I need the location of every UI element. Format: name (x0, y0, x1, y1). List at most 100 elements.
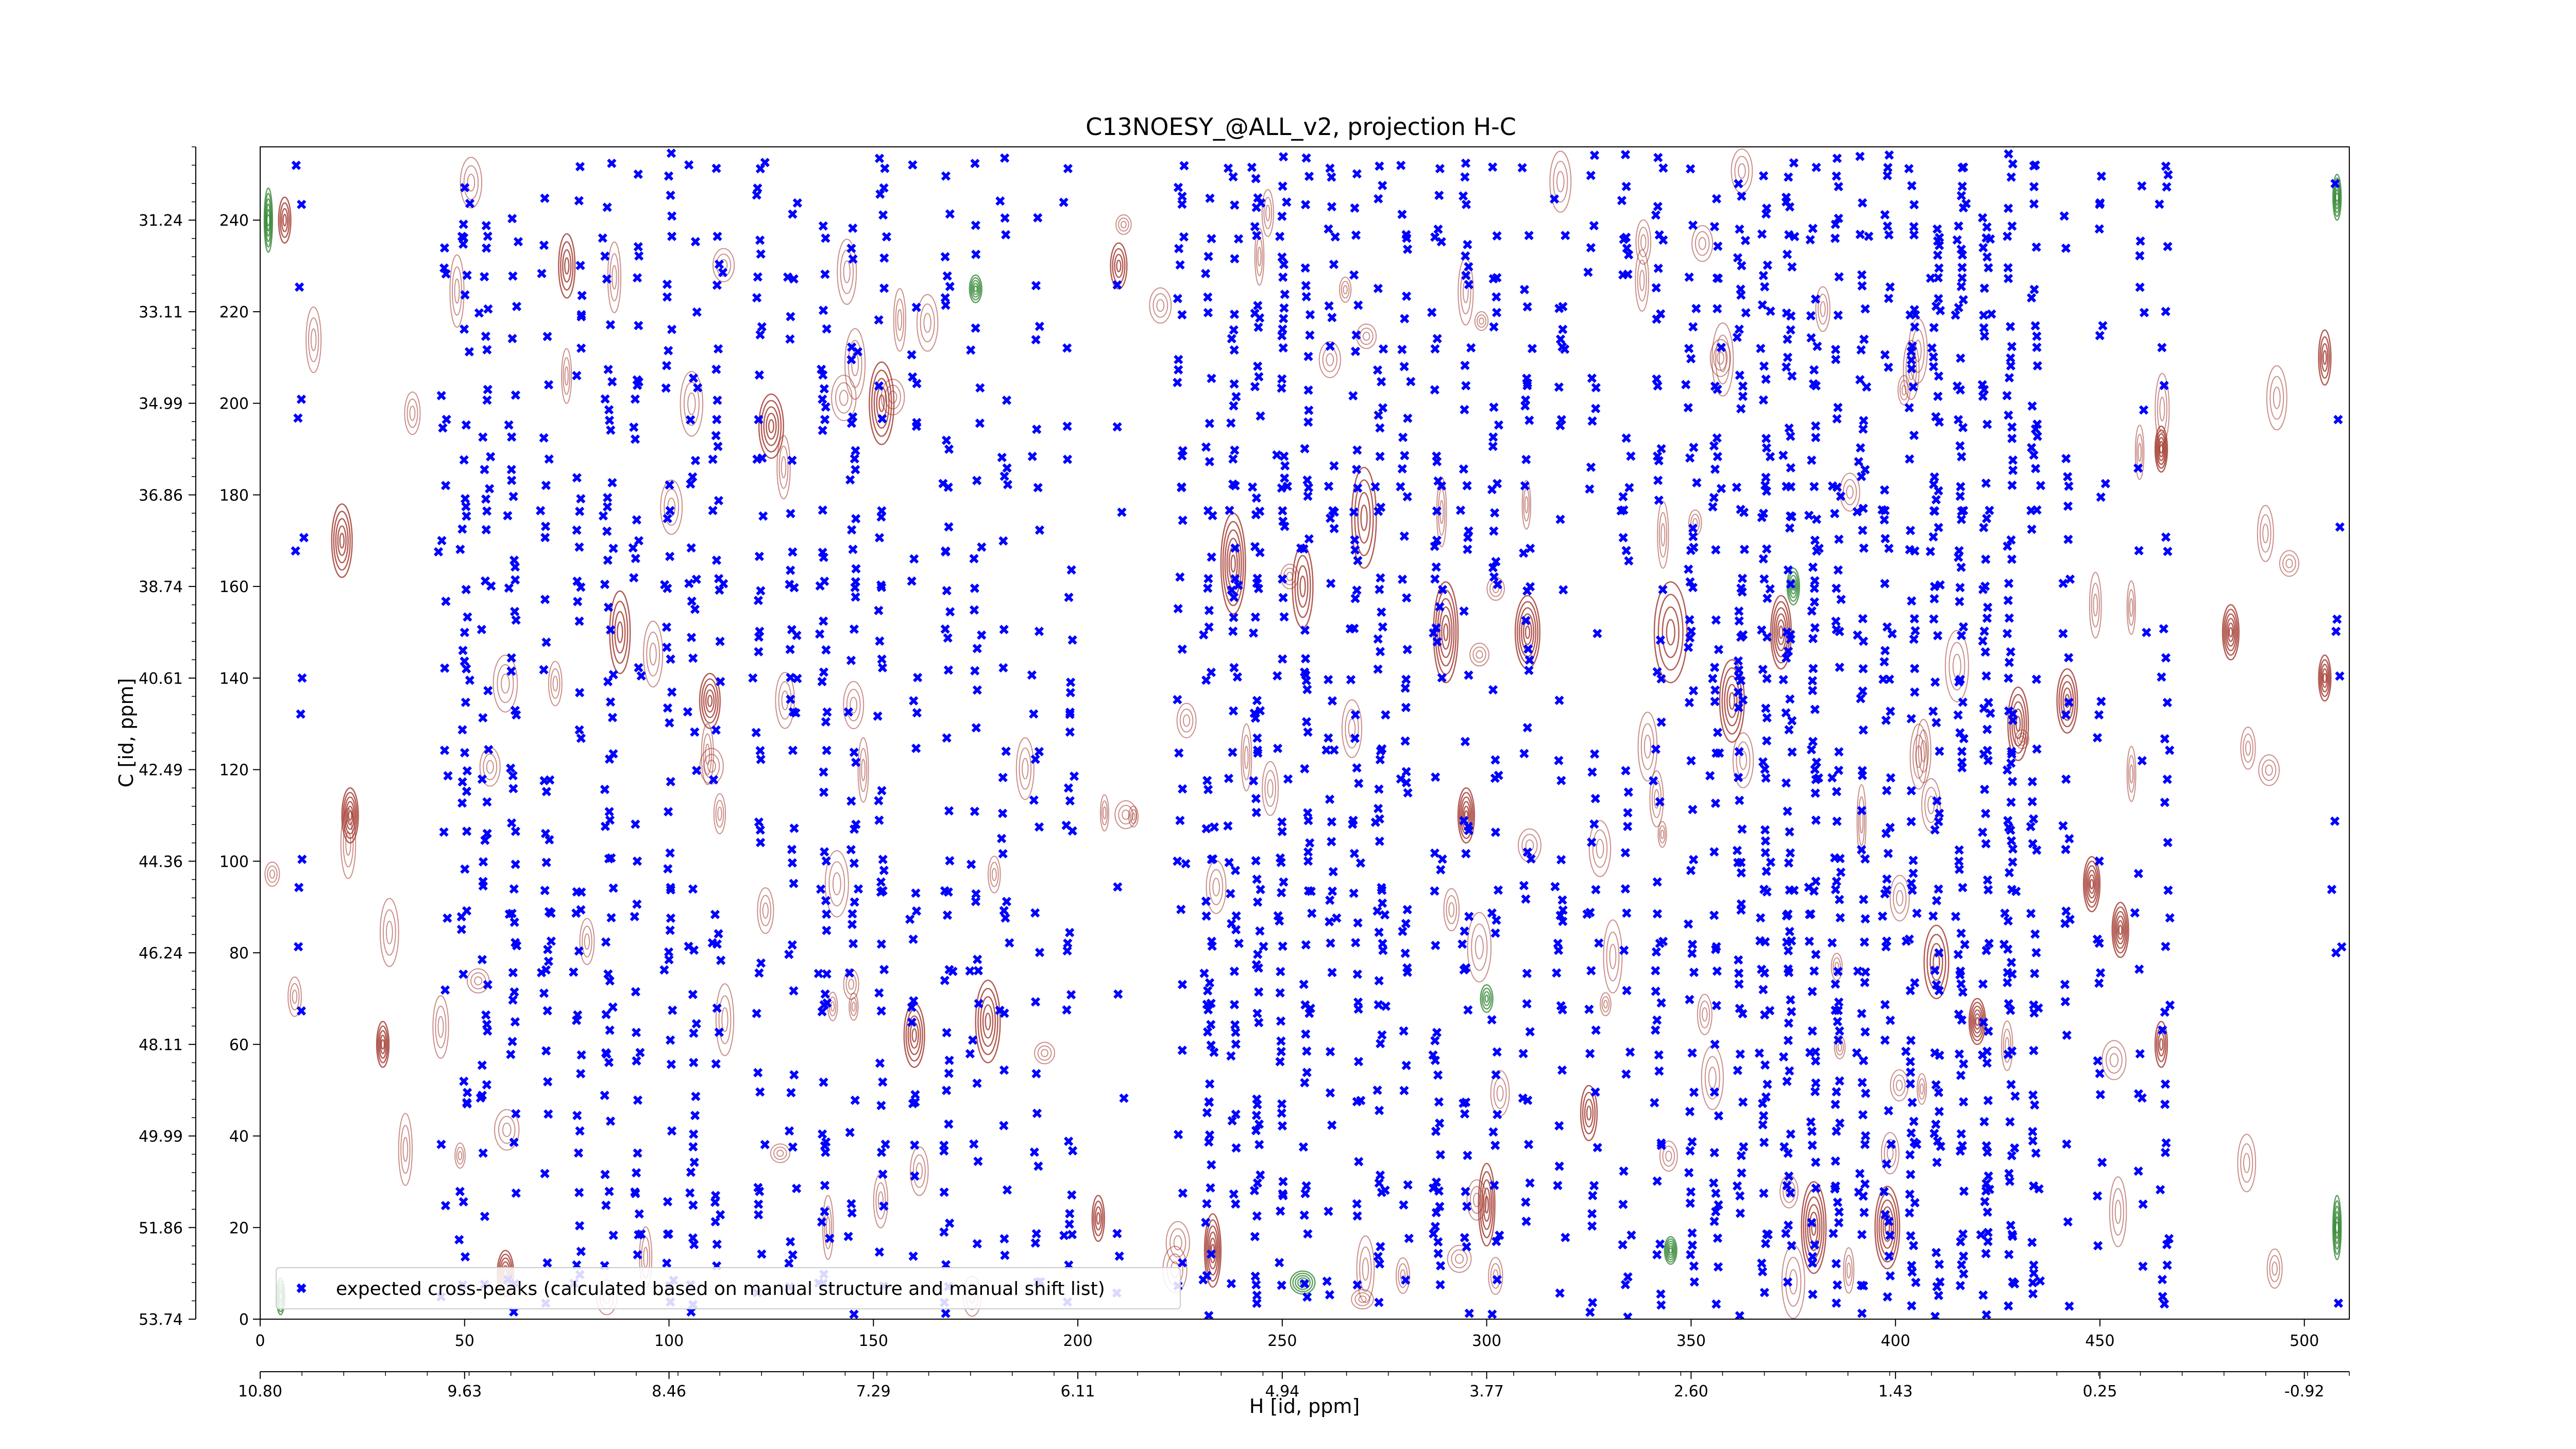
cross-peak-1429 (1491, 1070, 1501, 1080)
cross-peak-1456 (1493, 580, 1503, 589)
cross-peak-1316 (1398, 432, 1408, 442)
cross-peak-26 (443, 913, 452, 923)
cross-peak-1683 (1689, 1277, 1699, 1287)
cross-peak-217 (574, 725, 584, 735)
cross-peak-747 (971, 221, 980, 230)
cross-peak-460 (754, 817, 764, 827)
cross-peak-1840 (1760, 282, 1770, 292)
cross-peak-2097 (1860, 304, 1870, 314)
cross-peak-456 (754, 968, 764, 978)
cross-peak-2490 (2008, 777, 2018, 786)
cross-peak-30 (440, 481, 451, 491)
cross-peak-1279 (1380, 1185, 1390, 1195)
cross-peak-618 (874, 1247, 885, 1257)
cross-peak-418 (711, 1059, 721, 1069)
cross-peak-1087 (1278, 324, 1287, 334)
cross-peak-430 (713, 442, 723, 451)
cross-peak-1986 (1805, 909, 1815, 919)
cross-peak-2158 (1887, 629, 1897, 639)
cross-peak-1426 (1489, 1181, 1499, 1190)
cross-peak-1957 (1811, 757, 1822, 767)
cross-peak-2446 (2003, 816, 2013, 825)
cross-peak-1953 (1811, 815, 1821, 825)
x-id-tick-label-9: 450 (2085, 1332, 2114, 1350)
cross-peak-1034 (1251, 174, 1261, 183)
cross-peak-1190 (1327, 817, 1336, 827)
cross-peak-109 (476, 1093, 485, 1103)
cross-peak-1621 (1654, 495, 1664, 505)
cross-peak-258 (605, 697, 616, 707)
cross-peak-1825 (1762, 632, 1772, 642)
cross-peak-2603 (2137, 756, 2147, 766)
cross-peak-2105 (1853, 966, 1863, 976)
cross-peak-1489 (1518, 1093, 1528, 1103)
cross-peak-409 (692, 307, 702, 317)
cross-peak-1875 (1787, 1007, 1797, 1017)
cross-peak-1551 (1586, 243, 1596, 252)
cross-peak-561 (822, 324, 832, 334)
cross-peak-1129 (1301, 717, 1312, 727)
cross-peak-2387 (1984, 698, 1993, 707)
contour-faint-21 (2126, 580, 2136, 635)
cross-peak-1126 (1303, 808, 1313, 818)
cross-peak-1561 (1592, 629, 1602, 638)
cross-peak-497 (789, 879, 799, 888)
cross-peak-503 (786, 672, 795, 682)
cross-peak-2263 (1934, 263, 1944, 273)
cross-peak-925 (1202, 1000, 1212, 1009)
cross-peak-345 (663, 703, 673, 713)
cross-peak-1367 (1435, 164, 1445, 174)
cross-peak-1086 (1277, 331, 1287, 341)
cross-peak-1490 (1518, 1049, 1528, 1058)
cross-peak-931 (1202, 776, 1212, 785)
contour-faint-19 (1176, 703, 1197, 738)
cross-peak-2014 (1834, 997, 1844, 1007)
cross-peak-1076 (1278, 574, 1287, 584)
cross-peak-1208 (1349, 888, 1359, 898)
cross-peak-861 (1174, 748, 1184, 758)
cross-peak-2649 (2157, 343, 2167, 352)
cross-peak-436 (714, 259, 724, 269)
cross-peak-285 (605, 625, 616, 635)
cross-peak-1394 (1460, 736, 1470, 747)
cross-peak-425 (715, 636, 725, 646)
cross-peak-760 (999, 1065, 1009, 1075)
cross-peak-1390 (1460, 926, 1469, 936)
cross-peak-1234 (1346, 675, 1356, 685)
cross-peak-2423 (1985, 234, 1995, 244)
contour-positive-32 (2082, 856, 2101, 913)
y-id-tick-label-1: 20 (229, 1219, 249, 1237)
cross-peak-997 (1255, 1140, 1264, 1150)
cross-peak-2029 (1833, 565, 1843, 575)
cross-peak-2316 (1956, 562, 1966, 572)
cross-peak-2345 (1957, 747, 1967, 756)
cross-peak-1445 (1488, 432, 1498, 442)
cross-peak-1172 (1324, 733, 1333, 743)
cross-peak-1017 (1250, 612, 1260, 622)
cross-peak-180 (541, 786, 551, 797)
contour-faint-27 (893, 288, 907, 352)
cross-peak-404 (683, 707, 692, 717)
cross-peak-860 (1178, 784, 1188, 794)
cross-peak-1801 (1760, 1239, 1771, 1249)
cross-peak-333 (667, 1126, 677, 1136)
cross-peak-2042 (1832, 171, 1841, 181)
cross-peak-1047 (1255, 548, 1265, 558)
cross-peak-449 (757, 1249, 767, 1259)
cross-peak-1253 (1374, 928, 1384, 937)
cross-peak-1608 (1654, 1066, 1664, 1076)
cross-peak-1427 (1488, 1127, 1498, 1137)
contour-faint-30 (1474, 311, 1489, 331)
cross-peak-807 (1030, 908, 1040, 918)
cross-peak-681 (912, 708, 922, 718)
cross-peak-2186 (1906, 817, 1916, 827)
cross-peak-870 (1174, 365, 1183, 375)
cross-peak-223 (572, 525, 582, 535)
cross-peak-196 (545, 775, 555, 785)
cross-peak-2043 (1832, 154, 1842, 163)
cross-peak-56 (460, 494, 470, 504)
cross-peak-250 (601, 1009, 611, 1019)
cross-peak-2482 (2007, 1046, 2017, 1056)
cross-peak-2544 (2026, 506, 2036, 515)
